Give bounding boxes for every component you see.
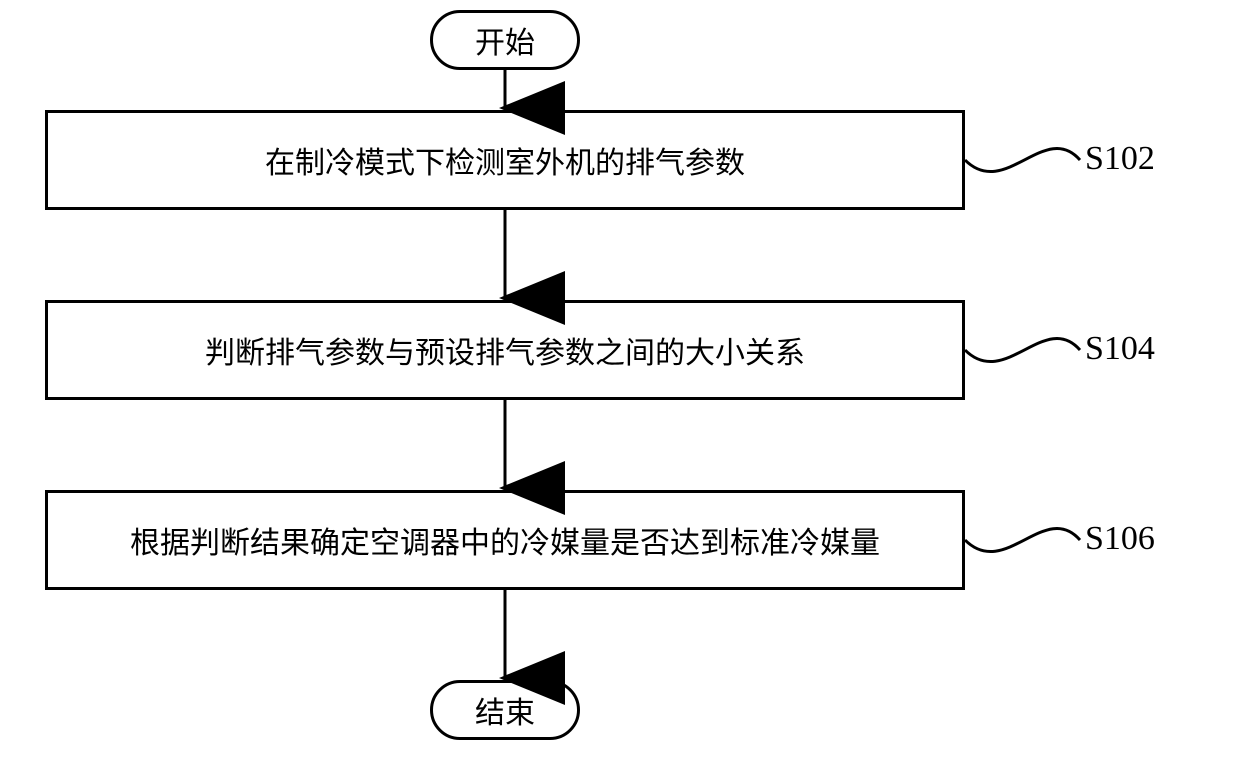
end-label: 结束 (475, 688, 535, 732)
step-label-s102: S102 (1085, 140, 1155, 178)
leader-s104 (965, 338, 1080, 361)
process-s102-text: 在制冷模式下检测室外机的排气参数 (265, 138, 745, 182)
process-s104-text: 判断排气参数与预设排气参数之间的大小关系 (205, 328, 805, 372)
start-label: 开始 (475, 18, 535, 62)
process-s102: 在制冷模式下检测室外机的排气参数 (45, 110, 965, 210)
step-label-s106: S106 (1085, 520, 1155, 558)
process-s106: 根据判断结果确定空调器中的冷媒量是否达到标准冷媒量 (45, 490, 965, 590)
process-s106-text: 根据判断结果确定空调器中的冷媒量是否达到标准冷媒量 (130, 518, 880, 562)
process-s104: 判断排气参数与预设排气参数之间的大小关系 (45, 300, 965, 400)
start-node: 开始 (430, 10, 580, 70)
leader-s102 (965, 148, 1080, 171)
step-label-s104: S104 (1085, 330, 1155, 368)
flowchart-canvas: 开始 在制冷模式下检测室外机的排气参数 S102 判断排气参数与预设排气参数之间… (0, 0, 1240, 771)
leader-s106 (965, 528, 1080, 551)
end-node: 结束 (430, 680, 580, 740)
